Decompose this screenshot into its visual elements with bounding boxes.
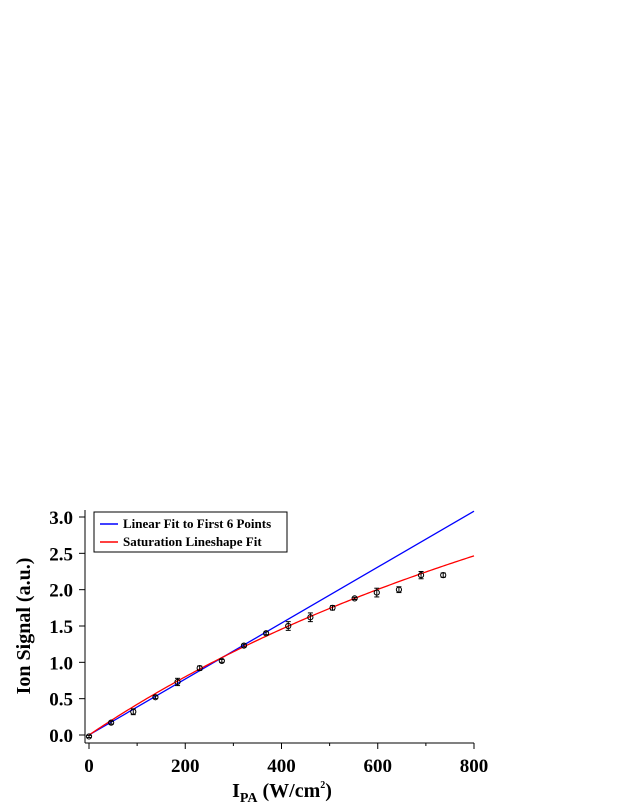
data-point xyxy=(329,604,336,611)
legend: Linear Fit to First 6 Points Saturation … xyxy=(93,511,288,553)
data-point xyxy=(130,708,137,716)
legend-label-saturation-fit: Saturation Lineshape Fit xyxy=(123,534,262,549)
y-tick-label: 2.0 xyxy=(49,581,73,602)
point-marker xyxy=(218,657,225,664)
point-marker xyxy=(130,708,137,715)
ticks: 0 200 400 600 800 0.0 0.5 1.0 1.5 2.0 2.5 3.0 xyxy=(49,508,488,777)
data-point xyxy=(85,733,93,740)
point-marker xyxy=(152,694,159,701)
data-point xyxy=(307,612,314,623)
x-tick-label: 600 xyxy=(364,756,393,777)
x-axis-title-sub: PA xyxy=(240,791,259,806)
y-tick-label: 0.0 xyxy=(49,726,73,747)
point-marker xyxy=(307,614,314,621)
x-tick-label: 200 xyxy=(171,756,200,777)
data-point xyxy=(395,586,403,594)
legend-box xyxy=(93,511,288,553)
point-marker xyxy=(351,595,358,602)
data-point xyxy=(218,657,225,664)
y-tick-label: 0.5 xyxy=(49,690,73,711)
data-point xyxy=(196,665,203,672)
data-point xyxy=(152,694,159,701)
point-marker xyxy=(329,604,336,611)
point-marker xyxy=(417,572,425,579)
point-marker xyxy=(85,733,93,740)
x-tick-label: 400 xyxy=(267,756,296,777)
saturation-fit-line xyxy=(88,555,475,736)
data-point xyxy=(263,630,270,637)
point-marker xyxy=(196,665,203,672)
point-marker xyxy=(440,572,447,579)
y-tick-label: 3.0 xyxy=(49,508,73,529)
data-points xyxy=(85,571,447,740)
x-axis-title-unit: (W/cm xyxy=(257,780,320,802)
point-marker xyxy=(263,630,270,637)
x-axis-title-sup: 2 xyxy=(320,780,325,791)
point-marker xyxy=(108,719,115,726)
data-point xyxy=(285,621,292,631)
x-axis-title: IPA (W/cm2) xyxy=(232,780,332,806)
point-marker xyxy=(174,678,181,686)
point-marker xyxy=(373,589,380,596)
data-point xyxy=(440,572,447,579)
data-point xyxy=(108,719,115,726)
x-tick-label: 800 xyxy=(460,756,489,777)
point-marker xyxy=(395,586,403,593)
point-marker xyxy=(240,642,248,649)
y-tick-label: 1.0 xyxy=(49,653,73,674)
data-point xyxy=(373,587,380,598)
data-point xyxy=(351,595,358,602)
y-axis-title: Ion Signal (a.u.) xyxy=(13,558,35,695)
y-tick-label: 2.5 xyxy=(49,544,73,565)
data-point xyxy=(417,571,425,580)
y-tick-label: 1.5 xyxy=(49,617,73,638)
legend-label-linear-fit: Linear Fit to First 6 Points xyxy=(123,516,271,531)
point-marker xyxy=(285,622,292,630)
data-point xyxy=(174,677,181,687)
x-axis-title-close: ) xyxy=(325,780,332,802)
x-tick-label: 0 xyxy=(84,756,94,777)
x-axis-title-main: I xyxy=(232,780,240,802)
data-point xyxy=(240,642,248,649)
